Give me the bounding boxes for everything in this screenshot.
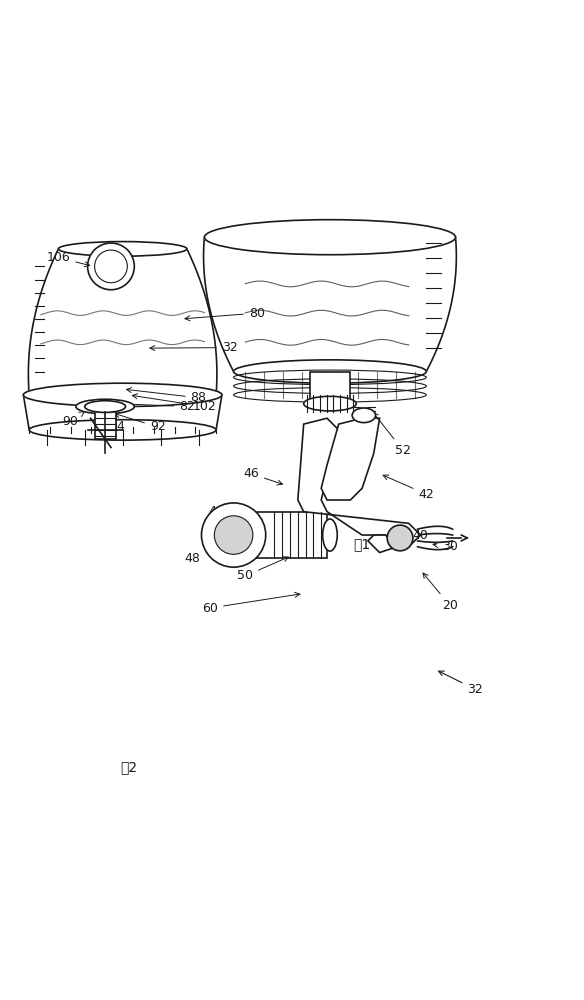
Polygon shape bbox=[222, 512, 327, 558]
Polygon shape bbox=[321, 418, 380, 500]
Ellipse shape bbox=[234, 360, 426, 383]
Text: 46: 46 bbox=[244, 467, 283, 485]
Ellipse shape bbox=[58, 242, 187, 256]
Ellipse shape bbox=[85, 401, 126, 412]
Text: 82: 82 bbox=[121, 400, 195, 413]
Ellipse shape bbox=[204, 220, 456, 255]
Ellipse shape bbox=[29, 420, 216, 440]
Circle shape bbox=[214, 516, 253, 554]
Text: 42: 42 bbox=[383, 475, 434, 501]
Text: 图1: 图1 bbox=[353, 537, 371, 551]
Text: 90: 90 bbox=[62, 412, 84, 428]
Polygon shape bbox=[310, 372, 350, 407]
Text: 40: 40 bbox=[390, 529, 429, 542]
Circle shape bbox=[387, 525, 413, 551]
Text: 52: 52 bbox=[373, 413, 411, 457]
Ellipse shape bbox=[23, 383, 222, 407]
Ellipse shape bbox=[304, 396, 356, 411]
Text: 92: 92 bbox=[114, 413, 165, 434]
Text: 88: 88 bbox=[127, 388, 207, 404]
Text: 102: 102 bbox=[133, 394, 216, 413]
Ellipse shape bbox=[76, 399, 134, 414]
Polygon shape bbox=[95, 407, 116, 439]
Circle shape bbox=[201, 503, 266, 567]
Text: 50: 50 bbox=[237, 557, 288, 582]
Text: 30: 30 bbox=[433, 540, 458, 553]
Ellipse shape bbox=[322, 519, 337, 551]
Text: 106: 106 bbox=[47, 251, 90, 267]
Text: 32: 32 bbox=[439, 671, 483, 696]
Text: 60: 60 bbox=[202, 592, 300, 615]
Polygon shape bbox=[23, 395, 222, 430]
Text: 44: 44 bbox=[208, 505, 253, 519]
Text: 48: 48 bbox=[185, 548, 218, 565]
Text: 80: 80 bbox=[185, 307, 265, 321]
Text: 32: 32 bbox=[150, 341, 238, 354]
Text: 图2: 图2 bbox=[120, 760, 137, 774]
Text: 20: 20 bbox=[423, 573, 458, 612]
Polygon shape bbox=[298, 418, 420, 547]
Ellipse shape bbox=[352, 408, 376, 423]
Polygon shape bbox=[368, 535, 397, 553]
Circle shape bbox=[88, 243, 134, 290]
Text: 84: 84 bbox=[102, 412, 125, 434]
